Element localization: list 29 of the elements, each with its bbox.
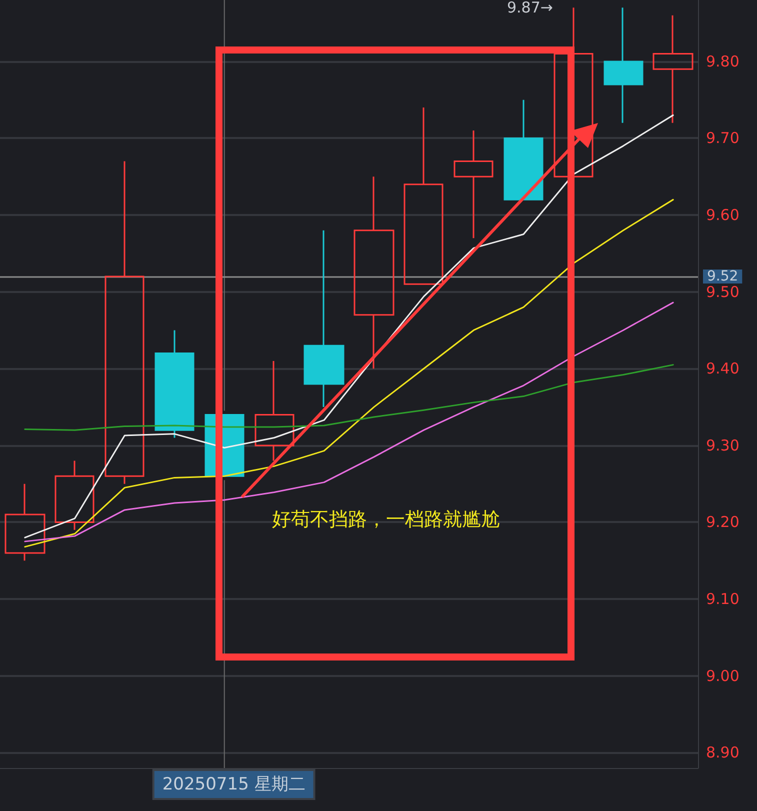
y-tick-label: 9.10	[706, 590, 740, 608]
candlestick	[454, 130, 494, 239]
y-tick-label: 8.90	[706, 744, 740, 762]
text: 20250715 星期二	[162, 774, 306, 794]
y-tick-label: 9.50	[706, 282, 740, 301]
candlestick	[354, 176, 394, 370]
candlestick	[4, 483, 46, 562]
annotation: 9.87→	[507, 0, 553, 16]
y-tick-label: 9.70	[706, 129, 740, 148]
candlestick	[54, 460, 94, 531]
candlestick	[304, 230, 344, 408]
line-series	[24, 364, 674, 431]
line-series	[24, 114, 674, 538]
candlestick	[104, 160, 144, 485]
candlestick	[604, 6, 644, 124]
ref-line-label: 9.52	[707, 268, 738, 284]
line-series	[24, 198, 674, 548]
y-tick-label: 9.80	[706, 52, 740, 70]
candlestick	[504, 99, 544, 200]
y-tick-label: 9.40	[706, 360, 740, 378]
y-tick-label: 9.60	[706, 206, 740, 224]
y-tick-label: 9.20	[706, 513, 740, 532]
candlestick	[254, 360, 294, 462]
annotation: 好苟不挡路，一档路就尴尬	[272, 508, 500, 530]
candlestick	[154, 329, 194, 439]
y-tick-label: 9.00	[706, 666, 740, 685]
line-series	[24, 302, 674, 542]
y-tick-label: 9.30	[706, 436, 740, 454]
candlestick	[652, 14, 694, 124]
